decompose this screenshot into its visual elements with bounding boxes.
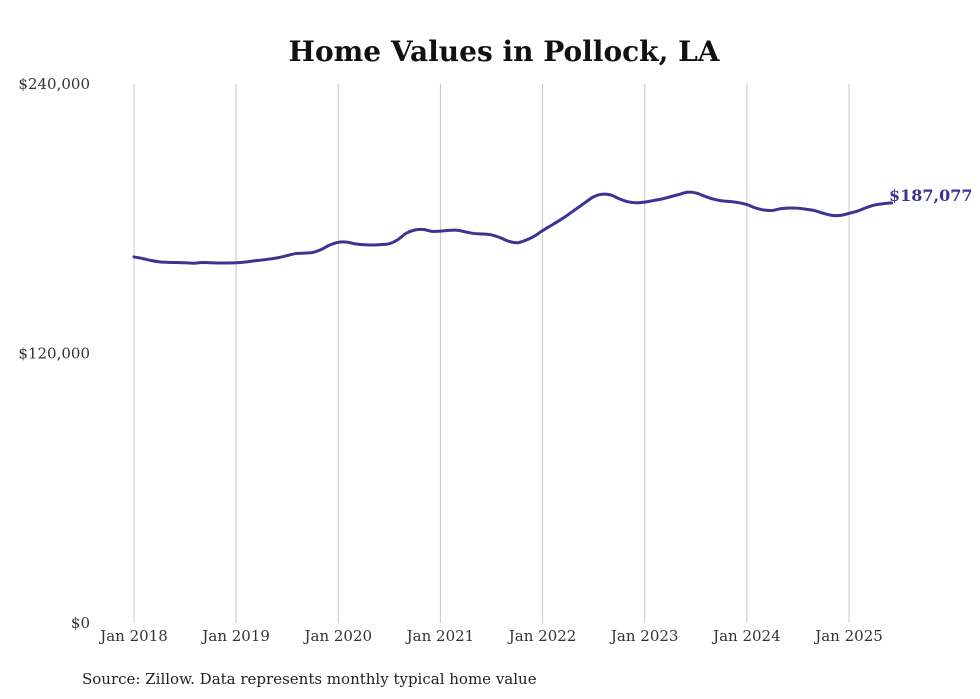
source-note: Source: Zillow. Data represents monthly … [82, 670, 537, 688]
y-tick-label: $120,000 [18, 345, 90, 363]
chart-title: Home Values in Pollock, LA [289, 35, 721, 68]
y-axis: $0 $120,000 $240,000 [18, 75, 90, 632]
y-tick-label: $240,000 [18, 75, 90, 93]
x-tick-label: Jan 2025 [813, 627, 883, 645]
x-tick-label: Jan 2024 [711, 627, 781, 645]
x-tick-label: Jan 2018 [98, 627, 168, 645]
series-line [132, 190, 894, 265]
x-tick-label: Jan 2023 [609, 627, 679, 645]
plot-area [132, 190, 894, 265]
x-tick-label: Jan 2022 [507, 627, 577, 645]
x-tick-label: Jan 2020 [303, 627, 373, 645]
x-tick-label: Jan 2021 [405, 627, 475, 645]
x-axis: Jan 2018 Jan 2019 Jan 2020 Jan 2021 Jan 2022… [98, 627, 883, 645]
x-tick-label: Jan 2019 [200, 627, 270, 645]
y-tick-label: $0 [71, 614, 90, 632]
grid [133, 84, 850, 623]
end-value-label: $187,077 [889, 186, 973, 205]
